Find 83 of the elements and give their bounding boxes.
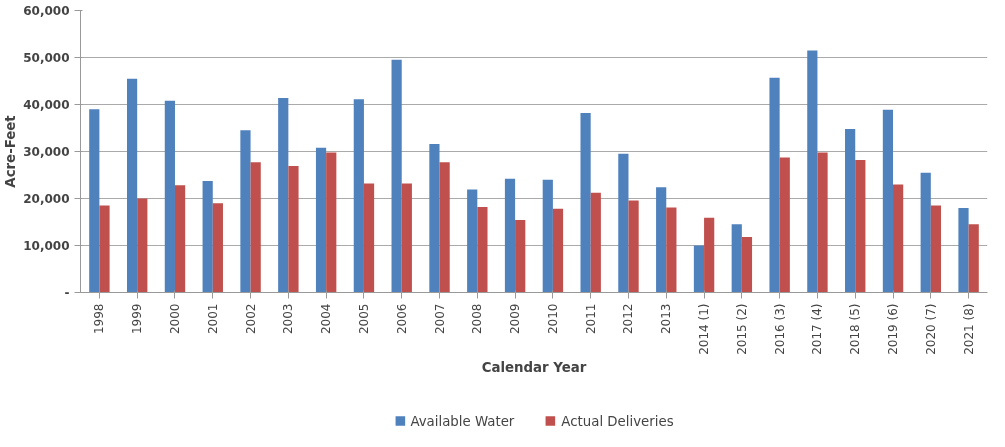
bar	[817, 152, 828, 293]
bar	[174, 185, 186, 293]
x-tick-label: 1999	[130, 303, 145, 335]
bar	[439, 162, 450, 293]
legend-label: Actual Deliveries	[561, 413, 674, 428]
bar	[278, 97, 289, 293]
bar	[920, 172, 931, 293]
y-tick-label: 40,000	[23, 98, 70, 112]
x-tick-label: 2002	[243, 303, 258, 335]
x-tick-label: 2015 (2)	[734, 303, 749, 355]
x-tick-label: 2003	[281, 303, 296, 335]
bar	[326, 152, 337, 293]
bar	[202, 181, 213, 293]
y-tick-label: 10,000	[23, 239, 70, 253]
y-tick-label: 60,000	[23, 4, 70, 18]
bar	[968, 224, 979, 293]
bar	[930, 205, 942, 293]
x-tick-label: 2016 (3)	[772, 303, 787, 355]
bar	[769, 77, 780, 293]
x-tick-label: 2020 (7)	[923, 303, 938, 355]
bar	[855, 159, 866, 293]
bar	[704, 217, 715, 293]
x-tick-label: 2004	[319, 303, 334, 335]
bar	[693, 245, 705, 293]
x-tick-label: 2001	[205, 303, 220, 335]
bar	[542, 179, 553, 293]
bar	[779, 157, 790, 293]
bar	[429, 143, 440, 293]
x-tick-label: 2000	[167, 303, 182, 335]
x-tick-label: 2021 (8)	[961, 303, 976, 355]
y-tick-label: 50,000	[23, 51, 70, 65]
bar	[391, 59, 402, 293]
bar	[240, 130, 251, 293]
bar	[363, 183, 375, 293]
bar	[618, 153, 629, 293]
bar	[552, 208, 564, 293]
x-axis-title: Calendar Year	[481, 359, 587, 375]
x-tick-label: 2014 (1)	[697, 303, 712, 355]
bar	[656, 187, 667, 293]
bar	[504, 178, 516, 293]
y-axis-title: Acre-Feet	[3, 114, 19, 188]
x-tick-label: 2009	[508, 303, 523, 335]
bar	[164, 100, 175, 293]
bar	[467, 189, 478, 293]
x-tick-label: 2006	[394, 303, 409, 335]
bar	[882, 109, 894, 293]
y-tick-label: 20,000	[23, 192, 70, 206]
bar	[515, 220, 526, 293]
bar	[666, 207, 677, 293]
y-tick-label: -	[64, 286, 70, 300]
x-tick-label: 2018 (5)	[848, 303, 863, 355]
x-tick-label: 1998	[92, 303, 107, 335]
bar	[580, 112, 591, 293]
bar	[212, 203, 223, 293]
bar	[845, 128, 856, 293]
bar	[126, 78, 138, 293]
bar	[401, 183, 412, 293]
bar	[99, 205, 110, 293]
y-tick-label: 30,000	[23, 145, 70, 159]
bar	[250, 162, 261, 293]
bar	[958, 207, 969, 293]
bar	[89, 109, 100, 293]
bar	[477, 206, 488, 293]
bar	[288, 166, 299, 293]
legend-label: Available Water	[410, 413, 515, 428]
x-tick-label: 2013	[659, 303, 674, 335]
bar	[590, 192, 601, 293]
bar	[893, 184, 904, 293]
bar	[731, 224, 742, 293]
bar	[315, 147, 327, 293]
x-tick-label: 2005	[356, 303, 371, 335]
x-tick-label: 2008	[470, 303, 485, 335]
bar	[353, 99, 364, 293]
x-tick-label: 2007	[432, 303, 447, 335]
bar	[807, 50, 818, 293]
bar	[137, 198, 148, 293]
x-tick-label: 2010	[545, 303, 560, 335]
x-tick-label: 2017 (4)	[810, 303, 825, 355]
bar	[741, 237, 753, 293]
x-tick-label: 2012	[621, 303, 636, 335]
bar	[628, 200, 639, 293]
x-tick-label: 2011	[583, 303, 598, 335]
x-tick-label: 2019 (6)	[886, 303, 901, 355]
